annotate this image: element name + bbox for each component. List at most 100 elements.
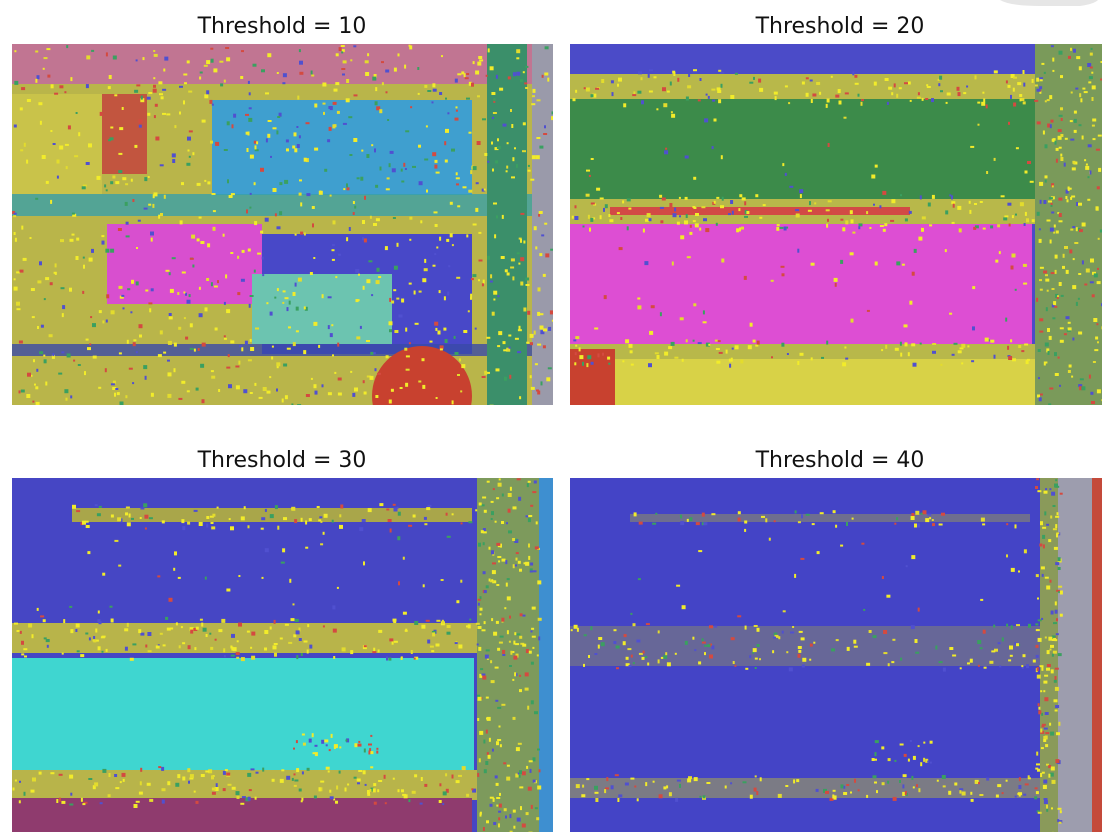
speckle <box>176 622 178 625</box>
speckle <box>241 347 243 351</box>
speckle <box>140 768 142 772</box>
speckle <box>1045 488 1047 490</box>
speckle <box>1073 258 1075 260</box>
speckle <box>778 636 780 639</box>
speckle <box>847 647 850 651</box>
speckle <box>520 213 524 215</box>
speckle <box>424 159 428 161</box>
speckle <box>513 72 516 76</box>
speckle <box>625 339 629 343</box>
speckle <box>219 61 223 63</box>
speckle <box>206 524 208 528</box>
speckle <box>442 803 444 805</box>
speckle <box>895 348 899 351</box>
speckle <box>148 204 151 206</box>
speckle <box>273 188 277 192</box>
speckle <box>339 514 341 517</box>
speckle <box>952 222 955 224</box>
speckle <box>217 280 219 283</box>
speckle <box>139 335 142 338</box>
speckle <box>496 783 499 786</box>
speckle <box>969 201 971 204</box>
speckle <box>501 256 505 259</box>
speckle <box>1085 166 1089 170</box>
speckle <box>918 788 920 792</box>
speckle <box>169 316 173 319</box>
segmentation-image <box>12 44 554 446</box>
speckle <box>703 218 707 221</box>
speckle <box>215 639 217 641</box>
speckle <box>915 639 918 643</box>
speckle <box>328 325 330 329</box>
speckle <box>1039 182 1043 186</box>
speckle <box>753 340 756 343</box>
speckle <box>382 82 384 85</box>
speckle <box>662 87 666 91</box>
speckle <box>1060 75 1063 78</box>
speckle <box>82 291 84 294</box>
speckle <box>505 816 507 819</box>
speckle <box>846 522 848 526</box>
speckle <box>1011 266 1014 270</box>
speckle <box>303 743 306 746</box>
speckle <box>475 208 478 212</box>
speckle <box>1059 213 1062 217</box>
speckle <box>332 244 335 246</box>
speckle <box>59 85 63 88</box>
speckle <box>199 77 201 80</box>
speckle <box>386 355 389 358</box>
speckle <box>261 69 265 72</box>
speckle <box>900 658 902 661</box>
speckle <box>1040 289 1043 291</box>
speckle <box>1037 490 1041 492</box>
speckle <box>136 351 138 353</box>
speckle <box>241 279 245 282</box>
speckle <box>949 194 951 196</box>
speckle <box>14 213 17 215</box>
speckle <box>330 796 334 799</box>
region <box>12 658 474 773</box>
speckle <box>180 220 183 224</box>
speckle <box>806 93 809 97</box>
speckle <box>716 348 720 350</box>
speckle <box>630 350 633 353</box>
speckle <box>294 773 296 775</box>
speckle <box>242 796 246 798</box>
speckle <box>492 749 494 752</box>
speckle <box>237 256 239 259</box>
speckle <box>414 621 418 625</box>
speckle <box>874 782 877 784</box>
speckle <box>1037 769 1040 772</box>
speckle <box>334 124 337 127</box>
speckle <box>154 192 158 196</box>
speckle <box>435 160 438 163</box>
speckle <box>891 661 894 663</box>
speckle <box>114 393 116 397</box>
speckle <box>389 321 393 325</box>
speckle <box>658 630 660 633</box>
speckle <box>781 343 784 347</box>
speckle <box>1030 181 1034 183</box>
speckle <box>184 82 187 84</box>
speckle <box>97 176 101 180</box>
speckle <box>345 788 347 792</box>
speckle <box>612 92 614 96</box>
speckle <box>525 278 529 281</box>
speckle <box>469 619 471 621</box>
speckle <box>216 783 218 787</box>
speckle <box>1058 567 1061 570</box>
speckle <box>127 288 130 290</box>
speckle <box>233 114 236 118</box>
speckle <box>115 388 118 390</box>
speckle <box>210 48 213 50</box>
speckle <box>460 390 462 392</box>
speckle <box>148 176 150 178</box>
speckle <box>589 175 591 177</box>
speckle <box>136 84 140 86</box>
speckle <box>99 621 102 624</box>
speckle <box>1037 675 1041 679</box>
speckle <box>1045 744 1048 747</box>
speckle <box>517 478 521 480</box>
speckle <box>1045 180 1047 183</box>
speckle <box>899 87 902 89</box>
